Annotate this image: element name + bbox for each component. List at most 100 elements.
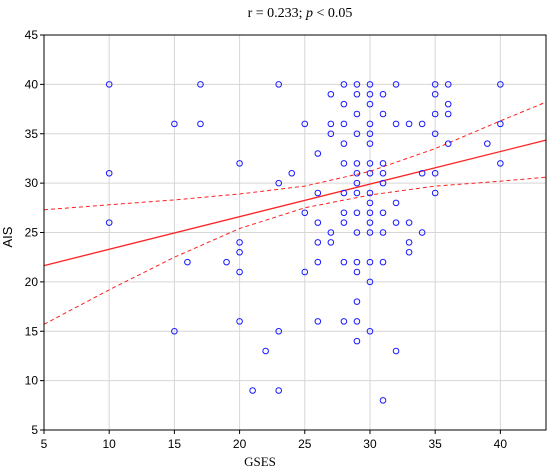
grid bbox=[43, 34, 546, 431]
y-tick-label: 5 bbox=[31, 423, 38, 437]
data-point bbox=[340, 219, 348, 226]
data-point bbox=[353, 90, 361, 98]
x-axis-label: GSES bbox=[244, 454, 276, 469]
data-point bbox=[327, 229, 335, 236]
data-point bbox=[379, 90, 387, 98]
data-point bbox=[262, 347, 269, 355]
data-point bbox=[275, 327, 283, 335]
data-point bbox=[353, 110, 361, 118]
data-point bbox=[392, 81, 400, 88]
data-point bbox=[236, 239, 243, 246]
data-point bbox=[353, 160, 361, 167]
x-tick-label: 10 bbox=[103, 437, 117, 451]
data-point bbox=[105, 81, 113, 88]
data-point bbox=[405, 248, 413, 256]
chart-title-italic: p bbox=[305, 6, 313, 21]
data-point bbox=[353, 189, 361, 197]
chart-title-suffix: < 0.05 bbox=[313, 6, 352, 21]
data-point bbox=[327, 130, 335, 138]
data-point bbox=[314, 239, 322, 246]
data-point bbox=[366, 258, 374, 266]
data-point bbox=[353, 298, 361, 305]
data-point bbox=[392, 347, 400, 355]
data-point bbox=[497, 81, 504, 88]
data-point bbox=[314, 258, 322, 266]
chart-title-prefix: r = 0.233; bbox=[248, 6, 306, 21]
data-point bbox=[340, 189, 348, 197]
data-point bbox=[484, 140, 491, 147]
data-points bbox=[105, 81, 504, 404]
data-point bbox=[444, 81, 452, 88]
data-point bbox=[379, 169, 387, 177]
data-point bbox=[366, 189, 374, 197]
data-point bbox=[366, 327, 374, 335]
data-point bbox=[197, 120, 204, 128]
data-point bbox=[340, 160, 348, 167]
x-tick-label: 20 bbox=[233, 437, 247, 451]
data-point bbox=[327, 120, 335, 128]
data-point bbox=[353, 209, 361, 217]
data-point bbox=[301, 209, 309, 217]
y-tick-label: 10 bbox=[25, 374, 39, 388]
data-point bbox=[444, 110, 452, 118]
ci-upper-line bbox=[43, 101, 547, 211]
data-point bbox=[431, 130, 439, 138]
x-tick-label: 5 bbox=[41, 437, 48, 451]
data-point bbox=[366, 81, 374, 88]
data-point bbox=[314, 150, 322, 157]
data-point bbox=[405, 120, 413, 128]
y-tick-label: 45 bbox=[25, 28, 39, 42]
data-point bbox=[340, 209, 348, 217]
x-tick-label: 30 bbox=[363, 437, 377, 451]
data-point bbox=[275, 179, 283, 187]
data-point bbox=[353, 229, 361, 236]
y-tick-label: 20 bbox=[25, 275, 39, 289]
x-tick-label: 40 bbox=[494, 437, 508, 451]
data-point bbox=[105, 169, 113, 177]
data-point bbox=[249, 387, 256, 394]
data-point bbox=[353, 337, 361, 345]
data-point bbox=[327, 90, 335, 98]
data-point bbox=[366, 209, 374, 217]
data-point bbox=[418, 169, 426, 177]
y-tick-label: 35 bbox=[25, 127, 39, 141]
data-point bbox=[431, 110, 439, 118]
confidence-band bbox=[43, 101, 547, 325]
data-point bbox=[327, 239, 335, 246]
data-point bbox=[340, 258, 348, 266]
data-point bbox=[366, 278, 374, 286]
data-point bbox=[275, 81, 283, 88]
data-point bbox=[340, 120, 348, 128]
data-point bbox=[353, 179, 361, 187]
data-point bbox=[236, 160, 243, 167]
data-point bbox=[223, 258, 230, 266]
data-point bbox=[497, 120, 504, 128]
data-point bbox=[171, 327, 178, 335]
data-point bbox=[431, 169, 439, 177]
data-point bbox=[366, 120, 374, 128]
data-point bbox=[431, 189, 439, 197]
data-point bbox=[366, 169, 374, 177]
data-point bbox=[288, 169, 296, 177]
x-axis-ticks: 5 10 15 20 25 30 35 40 bbox=[41, 430, 508, 451]
data-point bbox=[340, 318, 348, 325]
y-tick-label: 30 bbox=[25, 176, 39, 190]
y-tick-label: 25 bbox=[25, 226, 39, 240]
data-point bbox=[301, 268, 309, 276]
data-point bbox=[236, 248, 243, 256]
data-point bbox=[431, 90, 439, 98]
data-point bbox=[366, 229, 374, 236]
data-point bbox=[444, 140, 452, 147]
y-axis-ticks: 5 10 15 20 25 30 35 40 45 bbox=[25, 28, 44, 437]
y-tick-label: 15 bbox=[25, 324, 39, 338]
data-point bbox=[353, 318, 361, 325]
data-point bbox=[236, 318, 243, 325]
data-point bbox=[418, 120, 426, 128]
data-point bbox=[197, 81, 204, 88]
data-point bbox=[236, 268, 243, 276]
data-point bbox=[392, 120, 400, 128]
fit-line-group bbox=[43, 139, 547, 267]
data-point bbox=[353, 268, 361, 276]
data-point bbox=[379, 110, 387, 118]
